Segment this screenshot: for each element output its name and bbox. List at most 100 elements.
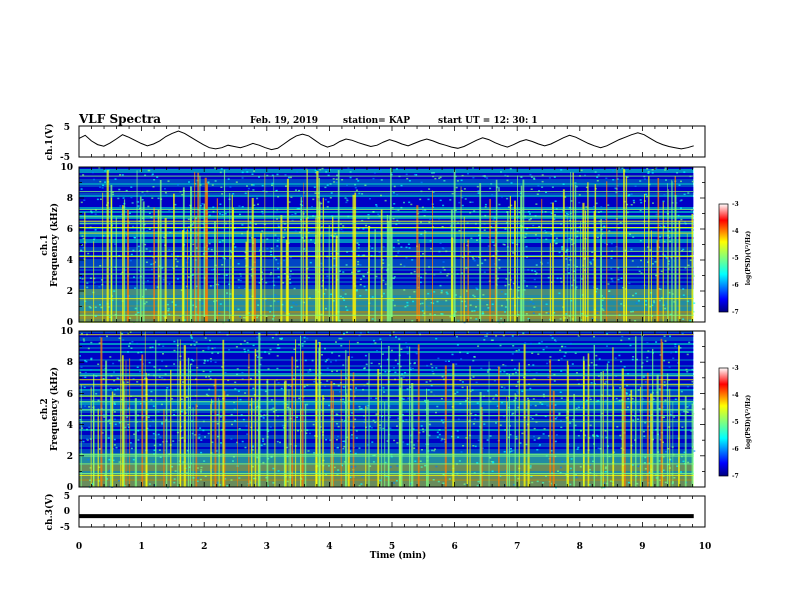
- spectrogram-speckle: [303, 386, 306, 388]
- spectrogram-speckle: [108, 469, 111, 472]
- spectrogram-speckle: [627, 195, 630, 197]
- spectrogram-speckle: [371, 318, 374, 320]
- spectrogram-streak: [273, 176, 275, 322]
- spectrogram-speckle: [371, 247, 374, 249]
- spectrogram-speckle: [90, 211, 93, 214]
- spectrogram-speckle: [342, 271, 345, 273]
- spectrogram-speckle: [157, 197, 160, 200]
- spectrogram-speckle: [284, 174, 287, 176]
- spectrogram-speckle: [113, 411, 116, 413]
- spectrogram-speckle: [261, 212, 264, 215]
- spectrogram-speckle: [264, 390, 267, 393]
- spectrogram-speckle: [270, 271, 273, 274]
- spectrogram-speckle: [438, 177, 441, 179]
- spectrogram-streak: [520, 195, 522, 322]
- spectrogram-speckle: [131, 202, 134, 204]
- spectrogram-speckle: [492, 241, 495, 243]
- spectrogram-speckle: [289, 270, 292, 272]
- spectrogram-speckle: [553, 218, 556, 220]
- spectrogram-speckle: [686, 353, 689, 356]
- spectrogram-speckle: [296, 365, 299, 368]
- spectrogram-band: [79, 207, 694, 209]
- spectrogram-streak: [196, 347, 198, 487]
- spectrogram-speckle: [405, 246, 408, 249]
- spectrogram-speckle: [681, 426, 684, 428]
- spectrogram-speckle: [618, 354, 621, 357]
- spectrogram-speckle: [454, 393, 457, 395]
- spectrogram-speckle: [137, 351, 140, 354]
- spectrogram-speckle: [538, 190, 540, 192]
- spectrogram-speckle: [82, 174, 85, 176]
- ch2-spectrogram-ylabel-channel: ch.2: [40, 398, 50, 419]
- spectrogram-speckle: [628, 338, 631, 340]
- spectrogram-speckle: [272, 467, 275, 470]
- spectrogram-speckle: [389, 334, 392, 337]
- spectrogram-streak: [506, 396, 507, 487]
- spectrogram-speckle: [604, 467, 607, 470]
- spectrogram-speckle: [538, 313, 541, 315]
- spectrogram-speckle: [202, 370, 205, 373]
- spectrogram-speckle: [517, 381, 519, 383]
- spectrogram-tone: [79, 463, 694, 465]
- spectrogram-speckle: [637, 465, 640, 468]
- spectrogram-speckle: [104, 170, 107, 172]
- spectrogram-band: [79, 423, 694, 425]
- spectrogram-speckle: [333, 383, 336, 385]
- ch2-colorbar-tick-neg7: -7: [732, 473, 739, 480]
- spectrogram-speckle: [239, 398, 242, 401]
- spectrogram-band: [79, 369, 694, 371]
- spectrogram-streak: [183, 345, 186, 487]
- spectrogram-speckle: [349, 450, 352, 452]
- spectrogram-speckle: [88, 426, 91, 428]
- spectrogram-speckle: [510, 450, 513, 452]
- spectrogram-speckle: [456, 391, 459, 393]
- spectrogram-speckle: [616, 223, 619, 225]
- spectrogram-speckle: [238, 428, 241, 430]
- spectrogram-speckle: [296, 171, 299, 173]
- spectrogram-speckle: [275, 258, 278, 261]
- spectrogram-streak: [527, 399, 530, 487]
- spectrogram-speckle: [577, 383, 580, 385]
- spectrogram-speckle: [317, 196, 320, 198]
- spectrogram-speckle: [222, 257, 225, 259]
- spectrogram-tone: [79, 220, 694, 222]
- spectrogram-speckle: [112, 362, 115, 365]
- spectrogram-speckle: [317, 341, 320, 344]
- spectrogram-speckle: [275, 211, 278, 214]
- spectrogram-speckle: [497, 320, 499, 323]
- spectrogram-speckle: [279, 337, 282, 340]
- spectrogram-speckle: [90, 358, 93, 361]
- spectrogram-speckle: [199, 184, 202, 186]
- spectrogram-speckle: [566, 206, 569, 209]
- spectrogram-speckle: [515, 394, 518, 397]
- spectrogram-speckle: [396, 425, 398, 427]
- spectrogram-speckle: [471, 256, 474, 258]
- spectrogram-speckle: [646, 360, 649, 363]
- spectrogram-band: [79, 193, 694, 195]
- spectrogram-tone: [79, 395, 694, 397]
- spectrogram-speckle: [301, 342, 304, 345]
- spectrogram-speckle: [288, 278, 291, 281]
- spectrogram-tone: [79, 409, 694, 411]
- spectrogram-speckle: [390, 455, 393, 458]
- spectrogram-speckle: [680, 180, 682, 183]
- spectrogram-speckle: [113, 290, 116, 292]
- spectrogram-speckle: [617, 267, 620, 269]
- spectrogram-band: [79, 217, 694, 219]
- spectrogram-band: [79, 277, 694, 279]
- spectrogram-speckle: [536, 193, 539, 195]
- spectrogram-speckle: [410, 203, 413, 206]
- spectrogram-speckle: [629, 233, 632, 235]
- spectrogram-streak: [650, 230, 652, 322]
- ch1-colorbar-tick-neg7: -7: [732, 309, 739, 316]
- spectrogram-band: [79, 411, 694, 413]
- spectrogram-speckle: [574, 424, 577, 427]
- spectrogram-speckle: [607, 283, 610, 285]
- spectrogram-speckle: [558, 251, 561, 254]
- spectrogram-speckle: [470, 237, 473, 240]
- spectrogram-speckle: [560, 357, 563, 360]
- spectrogram-speckle: [359, 264, 362, 266]
- spectrogram-speckle: [597, 447, 600, 449]
- spectrogram-speckle: [98, 342, 101, 344]
- spectrogram-speckle: [262, 439, 265, 442]
